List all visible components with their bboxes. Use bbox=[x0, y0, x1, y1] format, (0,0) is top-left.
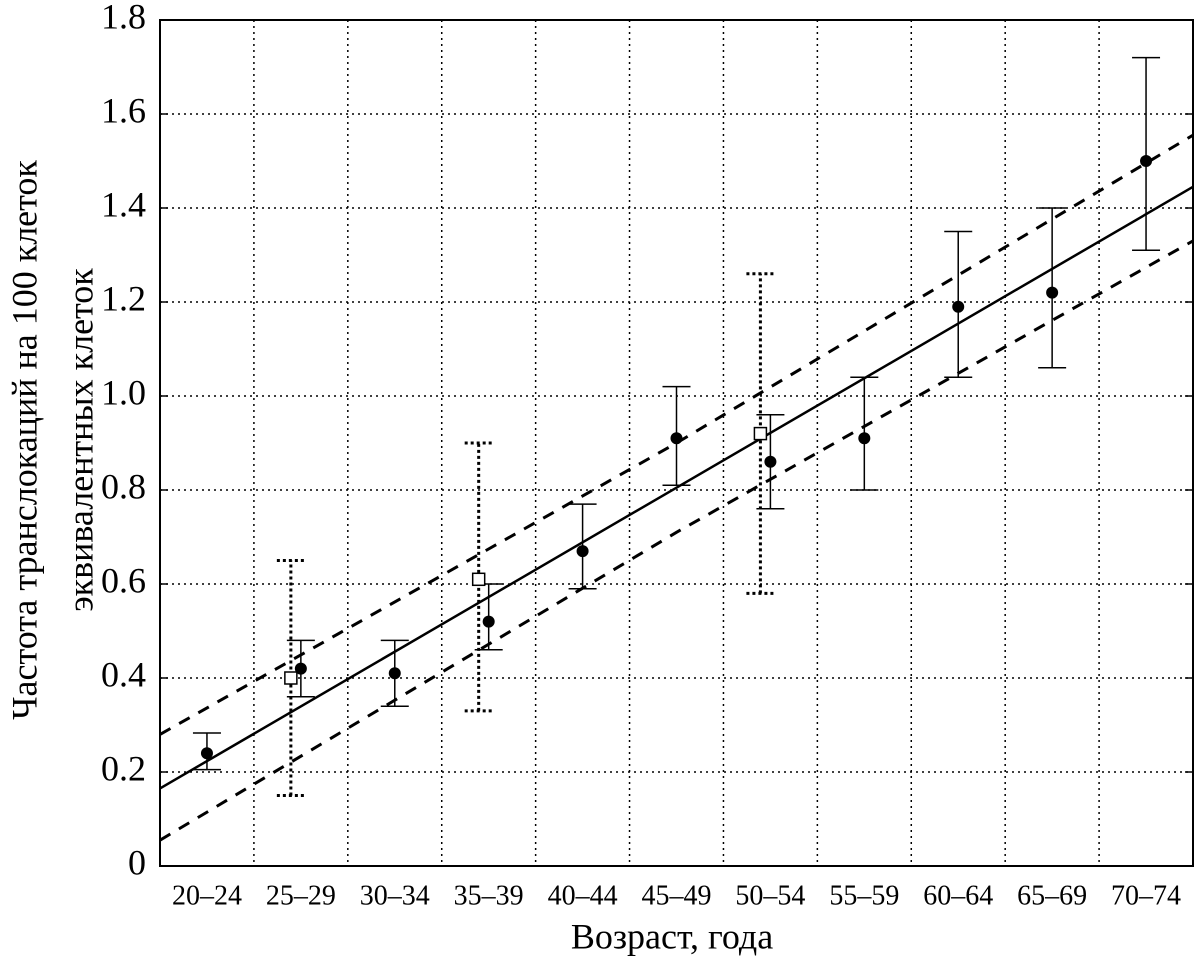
x-tick-label: 25–29 bbox=[266, 880, 336, 911]
x-tick-label: 20–24 bbox=[172, 880, 242, 911]
x-tick-label: 70–74 bbox=[1111, 880, 1181, 911]
y-tick-label: 0 bbox=[128, 842, 146, 882]
x-tick-label: 35–39 bbox=[454, 880, 524, 911]
data-point bbox=[670, 432, 683, 445]
y-tick-label: 0.2 bbox=[101, 748, 146, 788]
confidence-line bbox=[159, 133, 1194, 736]
y-tick-label: 0.6 bbox=[101, 560, 146, 600]
x-tick-label: 55–59 bbox=[829, 880, 899, 911]
y-tick-label: 0.4 bbox=[101, 654, 146, 694]
data-point bbox=[952, 300, 965, 313]
x-tick-label: 65–69 bbox=[1017, 880, 1087, 911]
y-tick-label: 1.8 bbox=[101, 0, 146, 36]
data-point bbox=[388, 667, 401, 680]
x-tick-label: 40–44 bbox=[548, 880, 618, 911]
data-point bbox=[471, 572, 486, 587]
data-point bbox=[284, 671, 298, 685]
data-point bbox=[200, 747, 213, 760]
x-tick-label: 30–34 bbox=[360, 880, 430, 911]
confidence-line bbox=[159, 239, 1194, 842]
data-point bbox=[1046, 286, 1059, 299]
y-tick-label: 1.0 bbox=[101, 372, 146, 412]
data-point bbox=[482, 615, 495, 628]
data-point bbox=[294, 662, 307, 675]
x-axis-label: Возраст, года bbox=[571, 916, 773, 956]
y-tick-label: 1.6 bbox=[101, 90, 146, 130]
data-point bbox=[576, 545, 589, 558]
x-tick-label: 60–64 bbox=[923, 880, 993, 911]
plot-frame bbox=[159, 19, 1194, 867]
data-point bbox=[764, 455, 777, 468]
data-point bbox=[1140, 155, 1153, 167]
x-tick-label: 45–49 bbox=[642, 880, 712, 911]
y-axis-label: эквивалентных клеток bbox=[60, 268, 100, 612]
y-tick-label: 1.2 bbox=[101, 278, 146, 318]
y-tick-label: 0.8 bbox=[101, 466, 146, 506]
data-point bbox=[858, 432, 871, 445]
y-tick-label: 1.4 bbox=[101, 184, 146, 224]
data-point bbox=[753, 426, 768, 441]
y-axis-label: Частота транслокаций на 100 клеток bbox=[4, 160, 44, 720]
x-tick-label: 50–54 bbox=[735, 880, 805, 911]
fit-line bbox=[159, 185, 1194, 790]
